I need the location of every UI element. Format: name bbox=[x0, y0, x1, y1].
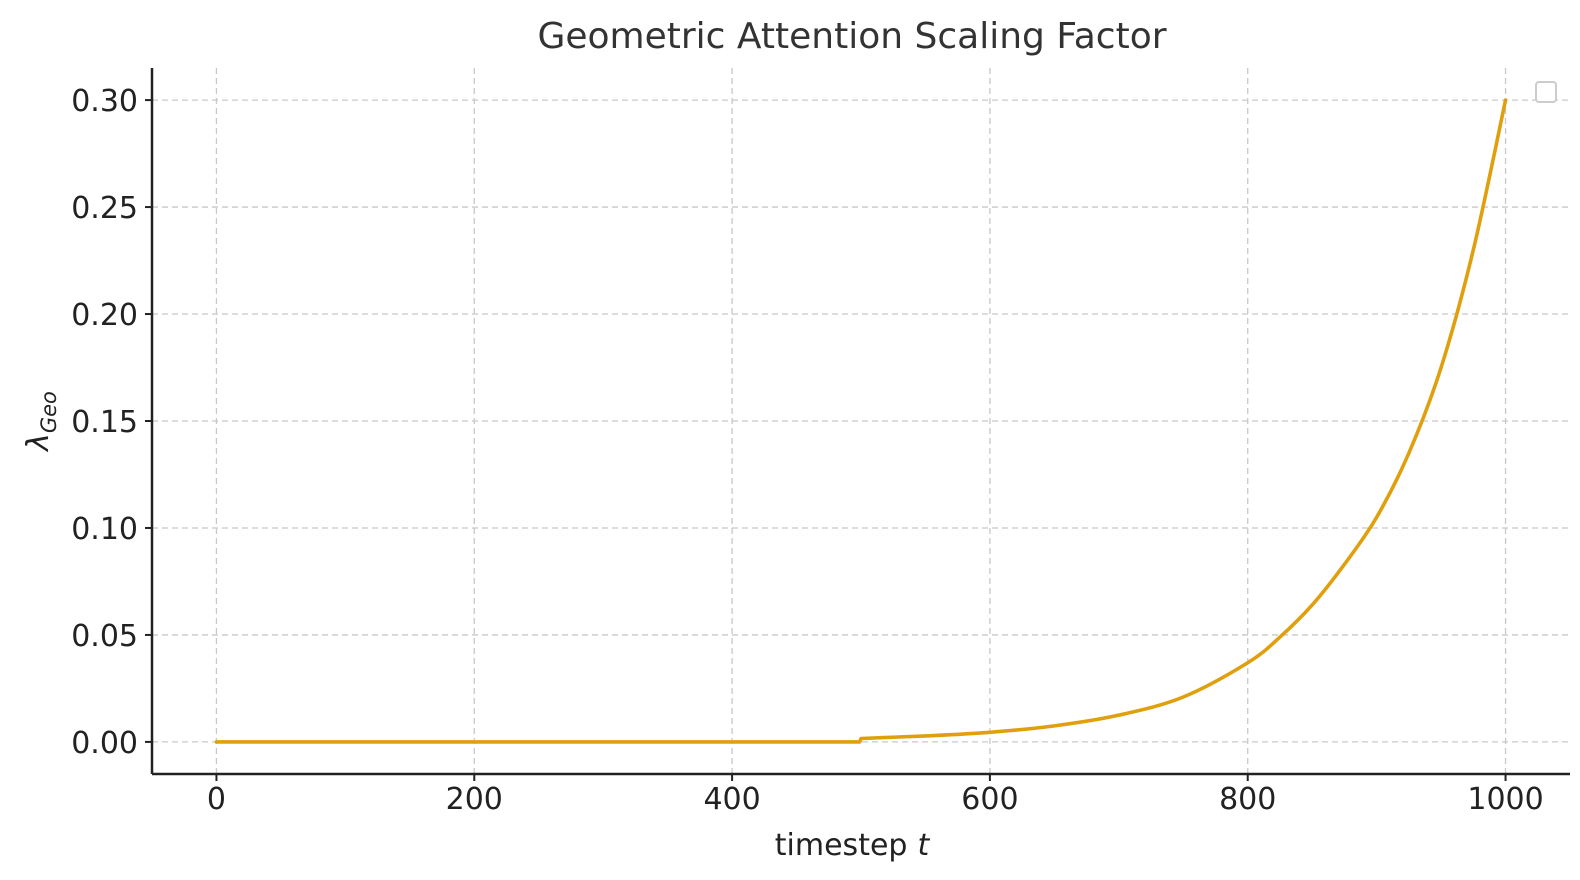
x-tick-label-0: 0 bbox=[207, 782, 226, 817]
y-tick-label-1: 0.05 bbox=[71, 619, 138, 654]
x-axis-label: timestep t bbox=[775, 828, 931, 863]
x-tick-label-4: 800 bbox=[1219, 782, 1276, 817]
grid bbox=[152, 68, 1570, 774]
y-tick-label-0: 0.00 bbox=[71, 726, 138, 761]
x-axis-label-var: t bbox=[917, 828, 930, 863]
y-axis-label: λGeo bbox=[21, 391, 61, 453]
y-ticks: 0.00 0.05 0.10 0.15 0.20 0.25 0.30 bbox=[71, 84, 152, 761]
y-axis-label-sub: Geo bbox=[37, 391, 61, 433]
x-tick-label-3: 600 bbox=[961, 782, 1018, 817]
y-tick-label-2: 0.10 bbox=[71, 512, 138, 547]
y-tick-label-5: 0.25 bbox=[71, 191, 138, 226]
x-tick-label-1: 200 bbox=[446, 782, 503, 817]
x-tick-label-2: 400 bbox=[703, 782, 760, 817]
legend-box bbox=[1535, 81, 1557, 103]
chart-title: Geometric Attention Scaling Factor bbox=[537, 16, 1166, 57]
y-tick-label-4: 0.20 bbox=[71, 298, 138, 333]
y-tick-label-6: 0.30 bbox=[71, 84, 138, 119]
x-tick-label-5: 1000 bbox=[1467, 782, 1543, 817]
y-axis-label-base: λ bbox=[21, 433, 56, 453]
x-ticks: 0 200 400 600 800 1000 bbox=[207, 774, 1544, 817]
y-tick-label-3: 0.15 bbox=[71, 405, 138, 440]
series-line-0 bbox=[214, 98, 1508, 744]
x-axis-label-text: timestep bbox=[775, 828, 908, 863]
series-layer bbox=[214, 98, 1508, 744]
